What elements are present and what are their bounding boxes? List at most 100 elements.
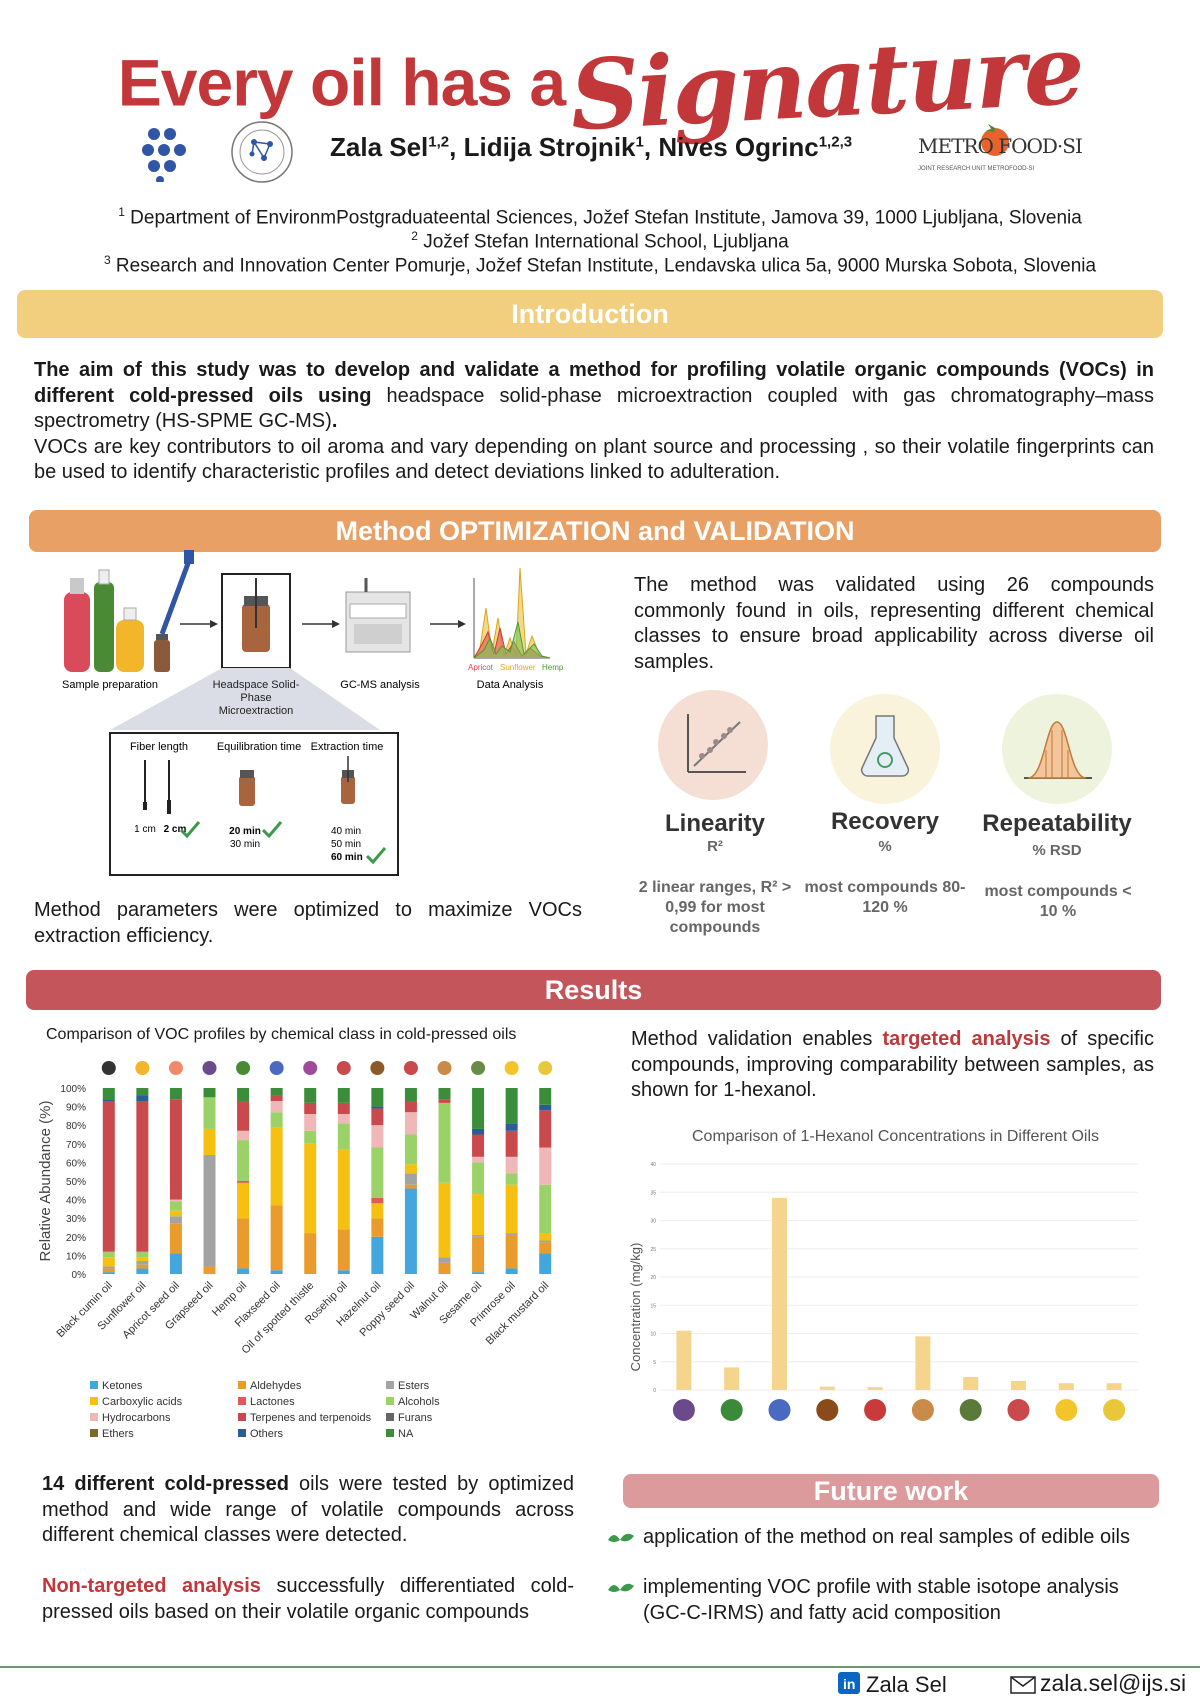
affiliation-text: Research and Innovation Center Pomurje, … — [115, 255, 1097, 277]
stacked-bar-segment — [404, 1164, 417, 1174]
stacked-bar-segment — [539, 1104, 552, 1111]
legend-entry: Aldehydes — [238, 1380, 301, 1392]
step-spme-label: Headspace Solid-Phase Microextraction — [212, 679, 300, 717]
stacked-bar-segment — [505, 1268, 518, 1274]
stacked-bar-segment — [136, 1088, 149, 1096]
author-name: Nives Ogrinc — [658, 132, 819, 162]
check-icon — [179, 821, 201, 839]
stacked-bar-segment — [472, 1272, 485, 1274]
hexanol-ytick: 20 — [650, 1275, 656, 1281]
stacked-ytick: 90% — [66, 1103, 86, 1114]
legend-label: Others — [250, 1428, 284, 1440]
hexanol-bar — [819, 1386, 835, 1390]
stacked-ytick: 30% — [66, 1214, 86, 1225]
legend-swatch — [386, 1429, 394, 1437]
stacked-bar-segment — [270, 1205, 283, 1271]
check-icon — [261, 821, 283, 839]
linkedin-name[interactable]: Zala Sel — [866, 1672, 947, 1697]
walnut-icon — [911, 1399, 934, 1421]
stacked-bar-segment — [304, 1130, 317, 1144]
linkedin-icon[interactable]: in — [838, 1672, 860, 1694]
oil-source-icon — [437, 1061, 452, 1075]
stacked-bar-segment — [136, 1095, 149, 1102]
stacked-bar-segment — [539, 1088, 552, 1105]
legend-entry: Alcohols — [386, 1396, 440, 1408]
stacked-bar-segment — [270, 1095, 283, 1102]
metrofood-logo: METRO FOOD·SI JOINT RESEARCH UNIT METROF… — [918, 122, 1083, 182]
oil-source-icon — [370, 1061, 385, 1075]
hexanol-bar — [867, 1387, 883, 1390]
tested-oils-bold: 14 different cold-pressed — [42, 1473, 289, 1495]
black-mustard-icon — [1103, 1399, 1126, 1421]
stacked-bar-segment — [237, 1101, 250, 1131]
legend-label: Furans — [398, 1412, 433, 1424]
school-seal-logo — [231, 121, 293, 183]
legend-label: Lactones — [250, 1396, 295, 1408]
targeted-text-2: of specific compounds, improving compara… — [631, 1028, 1154, 1101]
linearity-title: Linearity — [664, 810, 766, 837]
hexanol-ytick: 25 — [650, 1247, 656, 1253]
stacked-bar-segment — [203, 1128, 216, 1155]
stacked-bar-segment — [337, 1149, 350, 1230]
stacked-bar-segment — [203, 1088, 216, 1098]
oil-source-icon — [236, 1061, 251, 1075]
stacked-ytick: 20% — [66, 1233, 86, 1244]
stacked-bar-segment — [169, 1210, 182, 1217]
hexanol-ytick: 30 — [650, 1219, 656, 1225]
introduction-heading: Introduction — [511, 299, 669, 329]
stacked-bar-segment — [404, 1184, 417, 1189]
non-targeted-rest: successfully differentiated cold-pressed… — [42, 1575, 574, 1623]
tomato-icon — [981, 124, 1009, 156]
stacked-bar-segment — [505, 1234, 518, 1269]
flax-flower-icon — [768, 1399, 791, 1421]
tested-oils-text: 14 different cold-pressed oils were test… — [42, 1472, 574, 1549]
oil-source-icon — [202, 1061, 217, 1075]
extr-50min: 50 min — [331, 839, 361, 850]
stacked-bar-segment — [237, 1140, 250, 1181]
hexanol-ytick: 15 — [650, 1303, 656, 1309]
parameters-box — [109, 732, 399, 876]
oil-source-icon — [101, 1061, 116, 1075]
affiliation-2: 2 Jožef Stefan International School, Lju… — [0, 224, 1200, 254]
stacked-ytick: 100% — [60, 1084, 86, 1095]
hemp-leaf-icon — [720, 1399, 743, 1421]
stacked-bar-segment — [169, 1199, 182, 1202]
targeted-analysis-text: Method validation enables targeted analy… — [631, 1027, 1154, 1104]
legend-label: Carboxylic acids — [102, 1396, 183, 1408]
stacked-bar-segment — [136, 1264, 149, 1269]
stacked-bar-segment — [102, 1101, 115, 1252]
extr-60min: 60 min — [331, 852, 363, 863]
hexanol-bar — [1058, 1383, 1074, 1390]
hexanol-bar — [772, 1197, 787, 1390]
oil-source-icon — [538, 1061, 553, 1075]
stacked-bar-segment — [371, 1197, 384, 1204]
stacked-bar-segment — [203, 1097, 216, 1129]
affiliation-text: Jožef Stefan International School, Ljubl… — [423, 231, 789, 253]
stacked-bar-segment — [472, 1088, 485, 1129]
institute-logo — [142, 128, 186, 182]
stacked-bar-segment — [371, 1108, 384, 1126]
legend-swatch — [238, 1429, 246, 1437]
results-banner: Results — [26, 970, 1161, 1010]
legend-entry: Esters — [386, 1380, 429, 1392]
fiber-1cm: 1 cm — [134, 824, 156, 835]
targeted-text-red: targeted analysis — [882, 1028, 1051, 1050]
email-address[interactable]: zala.sel@ijs.si — [1040, 1670, 1187, 1696]
future-item-2: implementing VOC profile with stable iso… — [643, 1576, 1119, 1624]
stacked-bar-segment — [404, 1112, 417, 1135]
stacked-bar-segment — [337, 1123, 350, 1150]
stacked-bar-segment — [102, 1266, 115, 1269]
validated-text: The method was validated using 26 compou… — [634, 574, 1154, 673]
stacked-bar-segment — [438, 1262, 451, 1274]
stacked-bar-segment — [169, 1216, 182, 1224]
stacked-bar-segment — [371, 1088, 384, 1107]
stacked-bar-segment — [438, 1088, 451, 1100]
hexanol-bar — [676, 1330, 692, 1390]
stacked-bar-segment — [404, 1188, 417, 1274]
email-icon[interactable] — [1010, 1676, 1036, 1694]
tested-oils-rest: oils were tested by optimized method and… — [42, 1473, 575, 1546]
stacked-bar-segment — [169, 1253, 182, 1274]
stacked-bar-segment — [539, 1253, 552, 1274]
repeatability-sub: % RSD — [1032, 842, 1082, 859]
legend-swatch — [90, 1413, 98, 1421]
